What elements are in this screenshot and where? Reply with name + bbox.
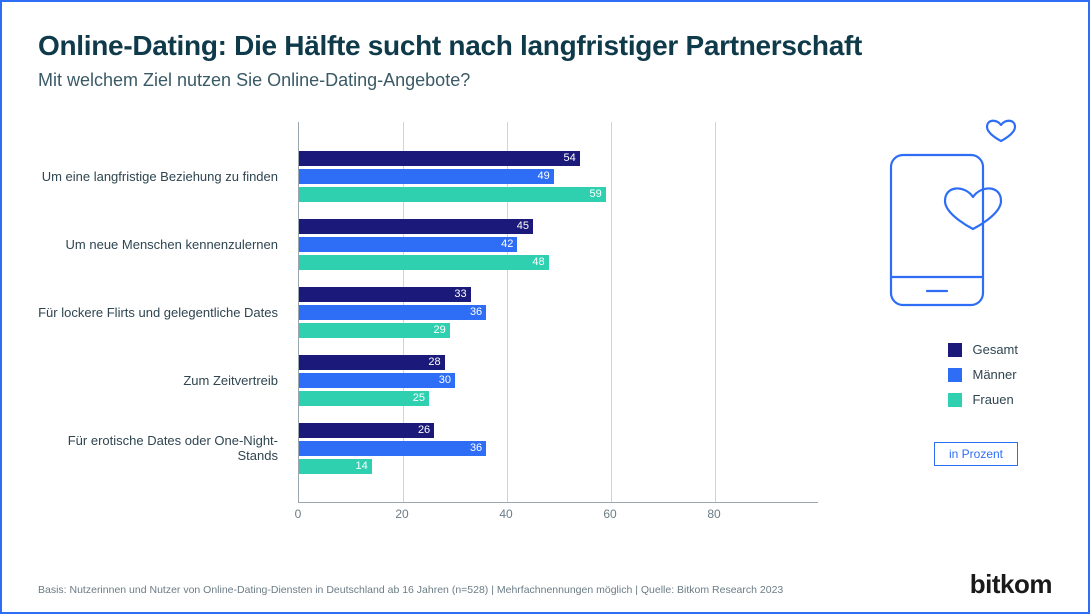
gridline bbox=[715, 122, 716, 502]
bar-value: 48 bbox=[532, 255, 544, 270]
chart-title: Online-Dating: Die Hälfte sucht nach lan… bbox=[38, 30, 1052, 62]
bar-value: 28 bbox=[428, 355, 440, 370]
bar-value: 30 bbox=[439, 373, 451, 388]
x-tick: 60 bbox=[603, 507, 616, 521]
legend-item: Männer bbox=[948, 367, 1018, 382]
bar: 45 bbox=[299, 219, 533, 234]
footer-note: Basis: Nutzerinnen und Nutzer von Online… bbox=[38, 584, 783, 596]
bar: 36 bbox=[299, 305, 486, 320]
bar: 42 bbox=[299, 237, 517, 252]
legend-label: Frauen bbox=[972, 392, 1013, 407]
legend: Gesamt Männer Frauen bbox=[948, 342, 1018, 417]
bar: 14 bbox=[299, 459, 372, 474]
chart-area: 0 20 40 60 80 Um eine langfristige Beziehung… bbox=[38, 122, 818, 522]
bar: 49 bbox=[299, 169, 554, 184]
category-label: Um neue Menschen kennenzulernen bbox=[38, 219, 288, 270]
bar-value: 42 bbox=[501, 237, 513, 252]
x-tick: 80 bbox=[707, 507, 720, 521]
phone-hearts-illustration bbox=[873, 97, 1033, 317]
legend-swatch bbox=[948, 368, 962, 382]
bar-value: 14 bbox=[356, 459, 368, 474]
legend-item: Gesamt bbox=[948, 342, 1018, 357]
bar-value: 36 bbox=[470, 305, 482, 320]
category-label: Um eine langfristige Beziehung zu finden bbox=[38, 151, 288, 202]
bar: 33 bbox=[299, 287, 471, 302]
bar: 29 bbox=[299, 323, 450, 338]
bar: 26 bbox=[299, 423, 434, 438]
bar-value: 45 bbox=[517, 219, 529, 234]
category-label: Für lockere Flirts und gelegentliche Dat… bbox=[38, 287, 288, 338]
x-tick: 20 bbox=[395, 507, 408, 521]
chart-frame: Online-Dating: Die Hälfte sucht nach lan… bbox=[0, 0, 1090, 614]
legend-swatch bbox=[948, 393, 962, 407]
bar-value: 26 bbox=[418, 423, 430, 438]
bar: 48 bbox=[299, 255, 549, 270]
category-label: Zum Zeitvertreib bbox=[38, 355, 288, 406]
bar: 54 bbox=[299, 151, 580, 166]
bar-value: 29 bbox=[434, 323, 446, 338]
x-tick: 40 bbox=[499, 507, 512, 521]
bar-value: 25 bbox=[413, 391, 425, 406]
legend-label: Männer bbox=[972, 367, 1016, 382]
chart-subtitle: Mit welchem Ziel nutzen Sie Online-Datin… bbox=[38, 70, 1052, 91]
x-axis: 0 20 40 60 80 bbox=[298, 502, 818, 522]
bar: 28 bbox=[299, 355, 445, 370]
bar: 36 bbox=[299, 441, 486, 456]
gridline bbox=[611, 122, 612, 502]
bar-value: 33 bbox=[454, 287, 466, 302]
legend-swatch bbox=[948, 343, 962, 357]
unit-label: in Prozent bbox=[934, 442, 1018, 466]
bar-value: 36 bbox=[470, 441, 482, 456]
legend-item: Frauen bbox=[948, 392, 1018, 407]
bar-value: 49 bbox=[538, 169, 550, 184]
bitkom-logo: bitkom bbox=[970, 569, 1052, 600]
bar-value: 59 bbox=[590, 187, 602, 202]
x-tick: 0 bbox=[295, 507, 302, 521]
bar: 25 bbox=[299, 391, 429, 406]
category-label: Für erotische Dates oder One-Night-Stand… bbox=[38, 423, 288, 474]
legend-label: Gesamt bbox=[972, 342, 1018, 357]
bar: 30 bbox=[299, 373, 455, 388]
bar: 59 bbox=[299, 187, 606, 202]
bar-value: 54 bbox=[564, 151, 576, 166]
